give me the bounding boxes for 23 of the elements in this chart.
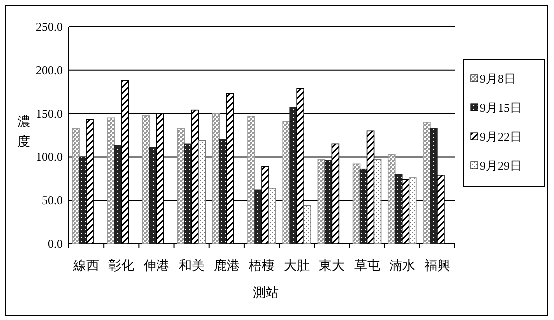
x-tick-label: 和美 [178,258,205,273]
y-tick-label: 200.0 [36,63,63,78]
x-tick-label: 伸港 [142,258,170,273]
y-tick-label: 100.0 [36,150,63,164]
legend-label: 9月29日 [480,159,522,173]
y-tick-label: 250.0 [36,20,63,34]
legend-label: 9月22日 [480,130,522,144]
x-tick-label: 鹿港 [214,258,240,273]
legend-label: 9月15日 [480,101,522,115]
x-tick-label: 彰化 [108,258,135,273]
x-tick-label: 草屯 [354,258,380,273]
y-tick-label: 0.0 [48,237,63,251]
y-tick-label: 50.0 [42,194,63,208]
x-tick-label: 湳水 [389,258,416,273]
x-tick-label: 大肚 [284,258,310,273]
x-tick-label: 梧棲 [248,258,275,273]
x-tick-label: 線西 [72,258,100,273]
y-tick-label: 150.0 [36,106,63,121]
x-tick-label: 福興 [424,258,450,273]
x-axis-title: 測站 [253,285,279,300]
legend-label: 9月8日 [480,72,516,86]
y-axis-title: 濃度 [18,114,30,149]
x-tick-label: 東大 [319,258,346,273]
